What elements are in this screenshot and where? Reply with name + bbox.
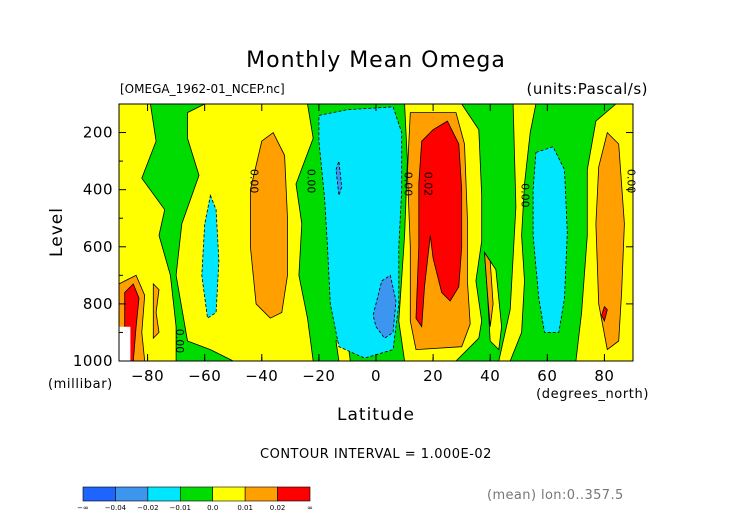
contour-interval-label: CONTOUR INTERVAL = 1.000E-02 — [260, 447, 492, 462]
contour-label-6: 0.00 — [173, 329, 186, 354]
colorbar-label: −0.04 — [105, 504, 127, 512]
colorbar-swatch — [115, 486, 149, 502]
contour-region-14 — [415, 120, 463, 328]
contour-labels: 0.00 0.00 0.00 0.02 0.00 0.00 0.00 — [173, 169, 637, 353]
contour-region-22 — [119, 326, 131, 361]
contour-label-4: 0.00 — [519, 183, 532, 208]
contour-region-20 — [335, 160, 343, 196]
colorbar-swatch — [147, 486, 181, 502]
contour-label-2: 0.00 — [402, 172, 415, 197]
contour-region-6 — [498, 104, 537, 361]
colorbar-swatch — [179, 486, 214, 502]
contour-label-1: 0.00 — [304, 169, 317, 194]
x-tick-label: 20 — [423, 367, 443, 385]
x-tick-label: 0 — [371, 367, 381, 385]
contour-region-12 — [483, 251, 494, 327]
contour-region-17 — [201, 193, 220, 319]
colorbar-label: −∞ — [77, 504, 89, 512]
colorbar-swatch — [244, 486, 278, 502]
x-tick-label: 40 — [480, 367, 500, 385]
contour-label-3: 0.02 — [422, 172, 435, 197]
mean-info-label: (mean) lon:0..357.5 — [487, 488, 624, 503]
x-tick-label: −60 — [188, 367, 221, 385]
x-tick-label: −80 — [131, 367, 164, 385]
x-tick-label: 80 — [594, 367, 614, 385]
colorbar-label: −0.01 — [170, 504, 191, 512]
y-tick-label: 600 — [83, 238, 113, 256]
contour-label-0: 0.00 — [247, 169, 260, 194]
x-tick-label: −40 — [245, 367, 278, 385]
contour-region-10 — [249, 131, 288, 319]
colorbar-swatch — [82, 486, 116, 502]
y-tick-label: 1000 — [73, 352, 113, 370]
contour-region-9 — [152, 282, 160, 340]
colorbar-label: 0.02 — [270, 504, 286, 512]
axes: −80 −60 −40 −20 0 20 40 60 80 200 400 600 800 1000 — [73, 104, 633, 385]
file-label: [OMEGA_1962-01_NCEP.nc] — [120, 82, 285, 96]
colorbar-label: 0.0 — [207, 504, 218, 512]
colorbar-swatch — [277, 486, 311, 502]
x-axis-units: (degrees_north) — [536, 387, 649, 402]
x-axis-label: Latitude — [337, 405, 415, 425]
colorbar-swatch — [212, 486, 246, 502]
units-label: (units:Pascal/s) — [526, 80, 648, 98]
contour-region-13 — [595, 131, 625, 351]
contour-region-21 — [372, 274, 397, 339]
contour-region-19 — [532, 146, 568, 333]
colorbar: −∞ −0.04 −0.02 −0.01 0.0 0.01 0.02 ∞ — [77, 486, 313, 512]
plot-regions — [119, 104, 633, 361]
y-axis-label: Level — [47, 207, 67, 257]
y-axis-units: (millibar) — [48, 377, 113, 392]
x-tick-label: −20 — [302, 367, 335, 385]
x-tick-label: 60 — [537, 367, 557, 385]
y-tick-label: 400 — [83, 181, 113, 199]
colorbar-label: 0.01 — [237, 504, 253, 512]
y-tick-label: 200 — [83, 124, 113, 142]
contour-label-5: 0.00 — [624, 169, 637, 194]
contour-region-16 — [601, 305, 608, 323]
contour-region-2 — [175, 104, 314, 361]
y-tick-label: 800 — [83, 295, 113, 313]
colorbar-label: ∞ — [307, 504, 313, 512]
chart-title: Monthly Mean Omega — [246, 48, 506, 73]
colorbar-label: −0.02 — [137, 504, 158, 512]
